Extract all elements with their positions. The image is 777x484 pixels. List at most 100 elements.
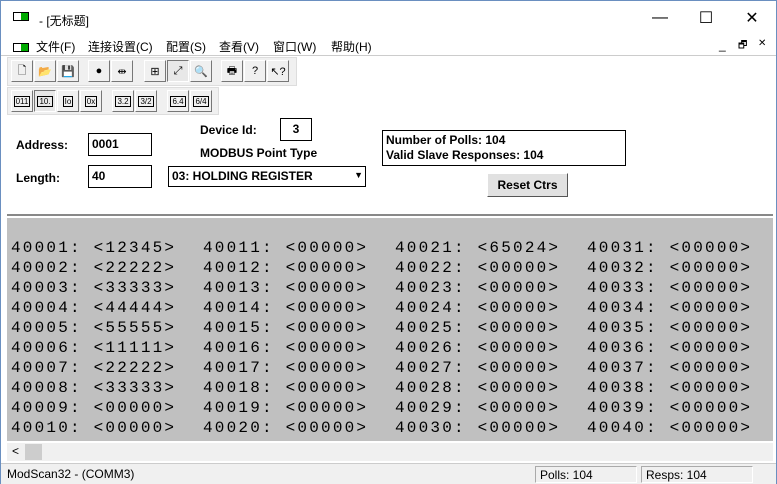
format-icon: Io (62, 95, 74, 107)
print-icon: 🖶 (226, 64, 238, 77)
save-button[interactable]: 💾 (57, 60, 79, 82)
menu-setup[interactable]: 配置(S) (166, 40, 206, 54)
register-value[interactable]: 40021: <65024> (395, 239, 561, 257)
title-bar: - [无标题] — ☐ ✕ (1, 1, 776, 37)
app-icon (13, 12, 29, 21)
register-value[interactable]: 40019: <00000> (203, 399, 369, 417)
register-value[interactable]: 40015: <00000> (203, 319, 369, 337)
register-value[interactable]: 40007: <22222> (11, 359, 177, 377)
display-chart-button[interactable]: ⤢ (167, 60, 189, 82)
status-polls: Polls: 104 (535, 466, 637, 483)
register-value[interactable]: 40032: <00000> (587, 259, 753, 277)
scroll-left-icon[interactable]: < (12, 444, 20, 458)
register-value[interactable]: 40037: <00000> (587, 359, 753, 377)
register-value[interactable]: 40038: <00000> (587, 379, 753, 397)
address-label: Address: (16, 138, 69, 152)
register-value[interactable]: 40035: <00000> (587, 319, 753, 337)
register-value[interactable]: 40012: <00000> (203, 259, 369, 277)
context-help-button[interactable]: ↖? (267, 60, 289, 82)
format-button-5[interactable]: 3/2 (135, 90, 157, 112)
format-button-2[interactable]: Io (57, 90, 79, 112)
new-file-icon: 🗋 (17, 64, 27, 77)
register-value[interactable]: 40009: <00000> (11, 399, 177, 417)
register-value[interactable]: 40005: <55555> (11, 319, 177, 337)
register-value[interactable]: 40024: <00000> (395, 299, 561, 317)
address-input[interactable]: 0001 (88, 133, 152, 156)
format-button-6[interactable]: 6.4 (167, 90, 189, 112)
open-folder-icon: 📂 (38, 65, 52, 78)
disconnect-button[interactable]: ⇹ (111, 60, 133, 82)
reset-counters-button[interactable]: Reset Ctrs (487, 173, 568, 197)
register-value[interactable]: 40018: <00000> (203, 379, 369, 397)
window-title: - [无标题] (39, 14, 89, 28)
register-value[interactable]: 40013: <00000> (203, 279, 369, 297)
print-button[interactable]: 🖶 (221, 60, 243, 82)
format-button-3[interactable]: 0x (80, 90, 102, 112)
maximize-button[interactable]: ☐ (698, 10, 714, 27)
menu-view[interactable]: 查看(V) (219, 40, 259, 54)
register-value[interactable]: 40040: <00000> (587, 419, 753, 437)
register-value[interactable]: 40011: <00000> (203, 239, 369, 257)
format-icon: 10. (37, 95, 53, 107)
status-responses: Resps: 104 (641, 466, 753, 483)
register-value[interactable]: 40029: <00000> (395, 399, 561, 417)
length-label: Length: (16, 171, 60, 185)
register-value[interactable]: 40031: <00000> (587, 239, 753, 257)
register-value[interactable]: 40026: <00000> (395, 339, 561, 357)
minimize-button[interactable]: — (652, 9, 668, 26)
register-value[interactable]: 40025: <00000> (395, 319, 561, 337)
format-button-4[interactable]: 3.2 (112, 90, 134, 112)
register-value[interactable]: 40022: <00000> (395, 259, 561, 277)
help-icon: ? (251, 65, 259, 77)
disconnect-icon: ⇹ (117, 65, 127, 78)
monitor-button[interactable]: 🔍 (190, 60, 212, 82)
tile-button[interactable]: ⊞ (144, 60, 166, 82)
register-value[interactable]: 40004: <44444> (11, 299, 177, 317)
register-value[interactable]: 40016: <00000> (203, 339, 369, 357)
menu-connection[interactable]: 连接设置(C) (88, 40, 153, 54)
register-value[interactable]: 40014: <00000> (203, 299, 369, 317)
valid-responses-count: Valid Slave Responses: 104 (386, 148, 544, 162)
horizontal-scrollbar[interactable]: < (7, 443, 773, 461)
register-value[interactable]: 40001: <12345> (11, 239, 177, 257)
device-id-input[interactable]: 3 (280, 118, 312, 141)
new-file-button[interactable]: 🗋 (11, 60, 33, 82)
help-button[interactable]: ? (244, 60, 266, 82)
status-bar: ModScan32 - (COMM3) Polls: 104 Resps: 10… (1, 463, 776, 484)
menu-help[interactable]: 帮助(H) (331, 40, 372, 54)
register-value[interactable]: 40002: <22222> (11, 259, 177, 277)
register-value[interactable]: 40028: <00000> (395, 379, 561, 397)
format-button-7[interactable]: 6/4 (190, 90, 212, 112)
register-value[interactable]: 40030: <00000> (395, 419, 561, 437)
register-value[interactable]: 40027: <00000> (395, 359, 561, 377)
document-icon (13, 43, 29, 52)
format-button-0[interactable]: 011 (11, 90, 33, 112)
connect-button[interactable]: ● (88, 60, 110, 82)
register-value[interactable]: 40020: <00000> (203, 419, 369, 437)
register-value[interactable]: 40036: <00000> (587, 339, 753, 357)
menu-window[interactable]: 窗口(W) (273, 40, 317, 54)
register-value[interactable]: 40023: <00000> (395, 279, 561, 297)
mdi-restore-button[interactable]: 🗗 (738, 40, 748, 51)
menu-file[interactable]: 文件(F) (36, 40, 76, 54)
register-value[interactable]: 40010: <00000> (11, 419, 177, 437)
close-button[interactable]: ✕ (745, 10, 759, 27)
polls-count: Number of Polls: 104 (386, 133, 506, 147)
mdi-minimize-button[interactable]: _ (719, 38, 726, 52)
format-button-1[interactable]: 10. (34, 90, 56, 112)
format-icon: 3/2 (138, 95, 154, 107)
register-value[interactable]: 40039: <00000> (587, 399, 753, 417)
register-value[interactable]: 40033: <00000> (587, 279, 753, 297)
register-value[interactable]: 40003: <33333> (11, 279, 177, 297)
context-help-icon: ↖? (270, 65, 286, 78)
register-value[interactable]: 40006: <11111> (11, 339, 177, 357)
length-input[interactable]: 40 (88, 165, 152, 188)
mdi-close-button[interactable]: ✕ (758, 38, 767, 49)
register-value[interactable]: 40017: <00000> (203, 359, 369, 377)
open-folder-button[interactable]: 📂 (34, 60, 56, 82)
format-icon: 6.4 (170, 95, 186, 107)
scroll-thumb[interactable] (25, 444, 42, 460)
register-value[interactable]: 40008: <33333> (11, 379, 177, 397)
point-type-select[interactable]: 03: HOLDING REGISTER ▼ (168, 166, 366, 187)
register-value[interactable]: 40034: <00000> (587, 299, 753, 317)
